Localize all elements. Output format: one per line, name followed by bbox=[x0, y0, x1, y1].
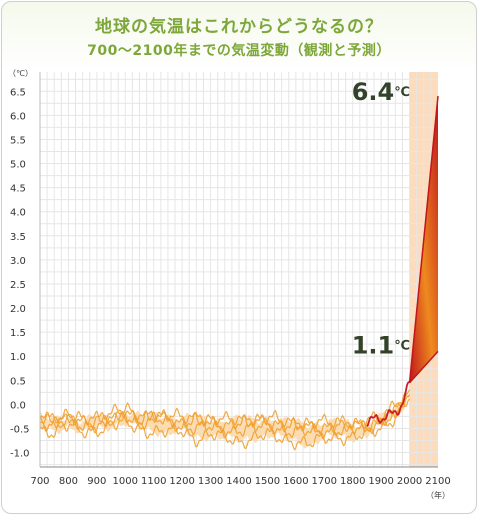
y-tick-label: -0.5 bbox=[10, 424, 30, 435]
x-tick-label: 1100 bbox=[141, 476, 166, 487]
x-axis-unit: （年） bbox=[426, 490, 450, 500]
projection-upper-edge bbox=[408, 96, 439, 383]
callout-unit: ℃ bbox=[394, 338, 410, 353]
callout-label: 6.4℃ bbox=[352, 78, 410, 106]
y-tick-label: -1.0 bbox=[10, 449, 30, 460]
x-tick-label: 700 bbox=[30, 476, 49, 487]
reconstruction-line bbox=[39, 398, 410, 451]
callout-unit: ℃ bbox=[394, 85, 410, 100]
y-tick-label: 1.5 bbox=[10, 328, 26, 339]
axes bbox=[39, 72, 438, 468]
x-tick-label: 1800 bbox=[340, 476, 365, 487]
reconstruction-line bbox=[39, 389, 411, 435]
y-tick-label: 5.5 bbox=[10, 135, 26, 146]
x-tick-label: 1500 bbox=[255, 476, 280, 487]
y-tick-label: 4.0 bbox=[10, 208, 26, 219]
callout-value: 1.1 bbox=[352, 331, 395, 359]
y-tick-label: 2.0 bbox=[10, 304, 26, 315]
y-tick-label: 4.5 bbox=[10, 184, 26, 195]
x-tick-label: 900 bbox=[87, 476, 106, 487]
projection-lower-edge bbox=[409, 350, 439, 384]
y-tick-label: 0.0 bbox=[10, 400, 26, 411]
x-tick-label: 1200 bbox=[169, 476, 194, 487]
y-tick-label: 6.0 bbox=[10, 111, 26, 122]
x-tick-label: 2000 bbox=[397, 476, 422, 487]
x-tick-label: 1400 bbox=[226, 476, 251, 487]
x-tick-label: 1700 bbox=[312, 476, 337, 487]
x-tick-label: 800 bbox=[59, 476, 78, 487]
chart-title: 地球の気温はこれからどうなるの？ bbox=[95, 17, 383, 37]
grid bbox=[40, 72, 438, 467]
y-axis-unit: （℃） bbox=[8, 69, 33, 78]
callout-label: 1.1℃ bbox=[352, 331, 410, 359]
y-tick-label: 1.0 bbox=[10, 352, 26, 363]
callouts: 6.4℃1.1℃ bbox=[352, 78, 410, 359]
observed-line bbox=[366, 380, 410, 427]
y-tick-label: 0.5 bbox=[10, 376, 26, 387]
y-tick-label: 3.5 bbox=[10, 232, 26, 243]
reconstruction-line bbox=[39, 394, 411, 440]
chart-subtitle: 700〜2100年までの気温変動（観測と予測） bbox=[87, 43, 391, 59]
x-tick-label: 2100 bbox=[425, 476, 450, 487]
y-tick-label: 6.5 bbox=[10, 87, 26, 98]
y-tick-label: 3.0 bbox=[10, 256, 26, 267]
x-tick-label: 1600 bbox=[283, 476, 308, 487]
x-tick-label: 1300 bbox=[198, 476, 223, 487]
y-tick-label: 2.5 bbox=[10, 280, 26, 291]
x-tick-label: 1000 bbox=[113, 476, 138, 487]
projection-layer bbox=[408, 96, 439, 384]
y-tick-label: 5.0 bbox=[10, 160, 26, 171]
callout-value: 6.4 bbox=[352, 78, 395, 106]
reconstruction-layer bbox=[39, 380, 411, 451]
tick-labels: 6.5 6.0 5.5 5.0 4.5 4.0 3.5 3.0 2.5 2.0 1.5 1.0 0.5 0… bbox=[8, 69, 451, 500]
x-tick-label: 1900 bbox=[368, 476, 393, 487]
